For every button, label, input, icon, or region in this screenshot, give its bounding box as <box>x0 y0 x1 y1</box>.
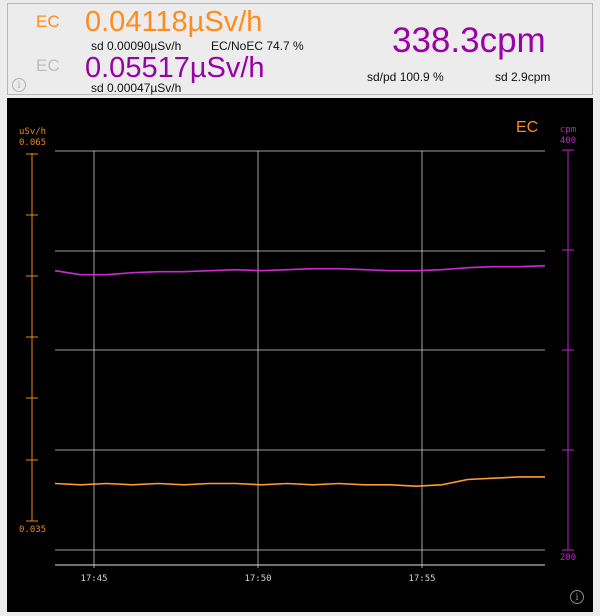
sd-pd-ratio: sd/pd 100.9 % <box>367 70 444 84</box>
series-line-ec <box>54 476 545 488</box>
chart-svg: uSv/h 0.065 0.035 cpm 400 200 EC 17:45 1… <box>19 119 576 584</box>
ec-label-active: EC <box>36 12 60 31</box>
chart-series <box>54 264 546 488</box>
left-axis-bottom-label: 0.035 <box>19 525 46 535</box>
chart-axes <box>26 149 574 551</box>
series-line-cpm <box>54 264 546 276</box>
right-axis-unit: cpm <box>560 125 576 135</box>
cpm-sd-value: sd 2.9cpm <box>495 70 551 84</box>
left-axis-unit: uSv/h <box>19 127 46 137</box>
info-icon[interactable]: i <box>12 78 26 92</box>
left-axis-top-label: 0.065 <box>19 138 46 148</box>
ec-label-inactive: EC <box>36 56 60 75</box>
chart-ec-label: EC <box>516 119 538 136</box>
readout-panel: EC 0.04118µSv/h sd 0.00090µSv/h EC/NoEC … <box>7 3 593 95</box>
dose-rate-chart: uSv/h 0.065 0.035 cpm 400 200 EC 17:45 1… <box>7 98 593 612</box>
x-tick-label: 17:50 <box>244 574 271 584</box>
x-tick-label: 17:55 <box>408 574 435 584</box>
noec-sd-value: sd 0.00047µSv/h <box>91 81 182 95</box>
chart-info-icon[interactable]: i <box>570 590 584 604</box>
noec-dose-rate-value: 0.05517µSv/h <box>85 52 265 84</box>
right-axis-top-label: 400 <box>560 136 576 146</box>
x-tick-label: 17:45 <box>80 574 107 584</box>
right-axis-bottom-label: 200 <box>560 553 576 563</box>
chart-grid <box>55 150 545 568</box>
ec-sd-value: sd 0.00090µSv/h <box>91 39 182 53</box>
ec-dose-rate-value: 0.04118µSv/h <box>85 6 263 38</box>
cpm-value: 338.3cpm <box>392 21 546 60</box>
ec-noec-ratio: EC/NoEC 74.7 % <box>211 39 304 53</box>
